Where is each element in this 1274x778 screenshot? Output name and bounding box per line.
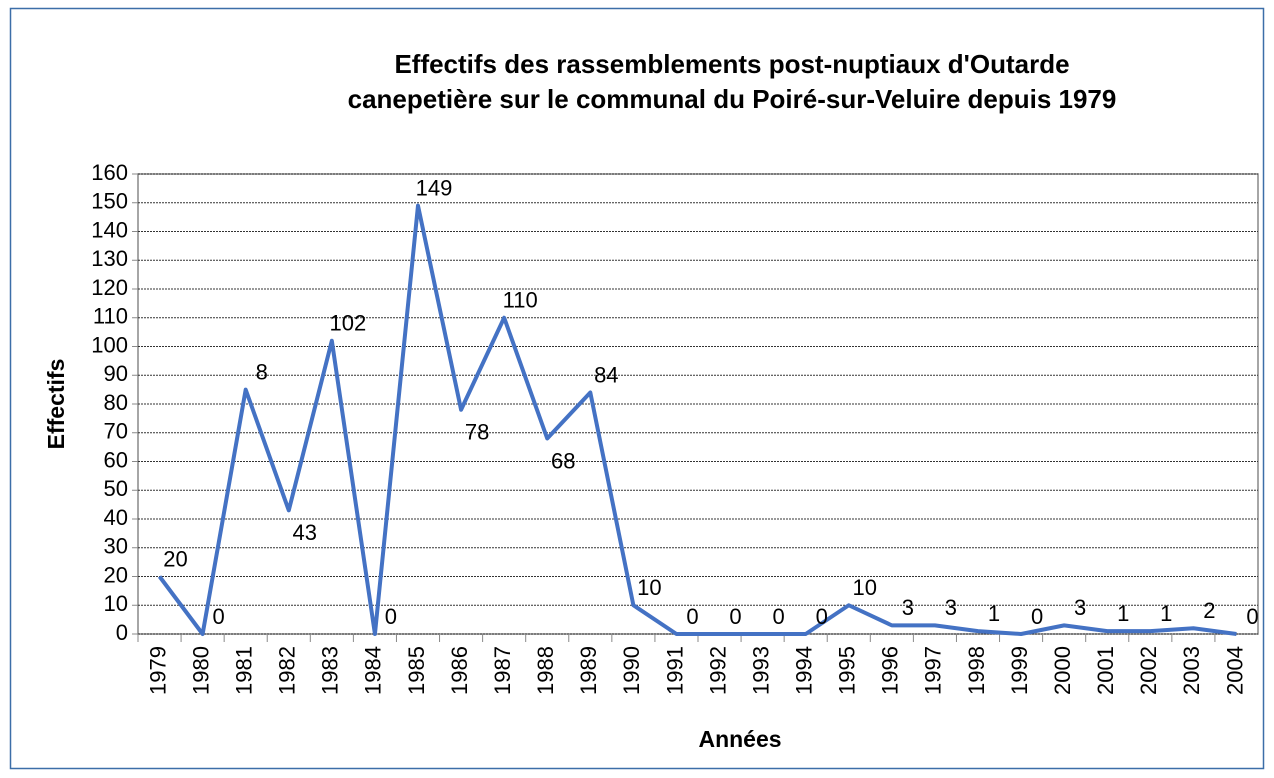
y-tick-label: 10: [104, 591, 128, 616]
data-label: 3: [1074, 595, 1086, 620]
data-label: 0: [1246, 604, 1258, 629]
x-tick-label: 2000: [1050, 646, 1075, 695]
data-label: 20: [163, 546, 187, 571]
chart-title: Effectifs des rassemblements post-nuptia…: [394, 49, 1069, 79]
x-tick-label: 1987: [490, 646, 515, 695]
data-label: 0: [729, 604, 741, 629]
y-tick-label: 60: [104, 447, 128, 472]
x-tick-label: 1998: [964, 646, 989, 695]
x-tick-label: 1988: [533, 646, 558, 695]
x-tick-label: 2002: [1136, 646, 1161, 695]
x-tick-label: 1992: [705, 646, 730, 695]
y-tick-label: 50: [104, 476, 128, 501]
y-tick-label: 0: [116, 620, 128, 645]
x-tick-label: 1997: [921, 646, 946, 695]
y-tick-label: 90: [104, 361, 128, 386]
data-label: 1: [1117, 601, 1129, 626]
data-label: 3: [945, 595, 957, 620]
x-tick-label: 1986: [447, 646, 472, 695]
data-label: 3: [902, 595, 914, 620]
data-label: 1: [988, 601, 1000, 626]
x-tick-label: 1979: [145, 646, 170, 695]
y-tick-label: 130: [91, 246, 128, 271]
x-tick-label: 2004: [1222, 646, 1247, 695]
y-tick-label: 160: [91, 160, 128, 185]
data-label: 68: [551, 448, 575, 473]
x-tick-label: 1991: [662, 646, 687, 695]
x-axis-title: Années: [698, 726, 781, 752]
x-tick-label: 1983: [318, 646, 343, 695]
x-tick-label: 1981: [232, 646, 257, 695]
data-label: 10: [637, 575, 661, 600]
data-label: 8: [256, 359, 268, 384]
line: [157, 203, 1237, 636]
x-tick-label: 1996: [878, 646, 903, 695]
x-tick-label: 1989: [576, 646, 601, 695]
x-tick-label: 1990: [619, 646, 644, 695]
y-tick-label: 110: [93, 304, 128, 329]
x-tick-label: 1995: [835, 646, 860, 695]
y-tick-label: 140: [91, 217, 128, 242]
x-tick-label: 1994: [792, 646, 817, 695]
x-tick-label: 1999: [1007, 646, 1032, 695]
data-label: 0: [686, 604, 698, 629]
chart-title: canepetière sur le communal du Poiré-sur…: [348, 84, 1117, 114]
data-label: 43: [293, 520, 317, 545]
x-tick-label: 1980: [188, 646, 213, 695]
data-label: 10: [853, 575, 877, 600]
x-tick-label: 2003: [1179, 646, 1204, 695]
y-tick-label: 20: [104, 562, 128, 587]
y-tick-label: 70: [104, 419, 128, 444]
data-label: 149: [416, 175, 453, 200]
data-label: 0: [1031, 604, 1043, 629]
data-label: 0: [385, 604, 397, 629]
data-label: 78: [465, 420, 489, 445]
x-tick-label: 1984: [361, 646, 386, 695]
data-label: 0: [212, 604, 224, 629]
data-label: 2: [1203, 598, 1215, 623]
x-tick-label: 1985: [404, 646, 429, 695]
y-tick-label: 150: [91, 189, 128, 214]
data-label: 102: [329, 311, 366, 336]
y-tick-label: 80: [104, 390, 128, 415]
data-label: 0: [816, 604, 828, 629]
data-label: 0: [772, 604, 784, 629]
x-tick-label: 1993: [748, 646, 773, 695]
y-tick-label: 100: [91, 332, 128, 357]
x-tick-label: 1982: [275, 646, 300, 695]
y-tick-label: 120: [91, 275, 128, 300]
y-tick-label: 30: [104, 534, 128, 559]
x-tick-label: 2001: [1093, 646, 1118, 695]
y-axis-title: Effectifs: [43, 359, 69, 450]
data-label: 84: [594, 362, 618, 387]
data-label: 110: [503, 288, 538, 313]
data-label: 1: [1160, 601, 1172, 626]
y-tick-label: 40: [104, 505, 128, 530]
